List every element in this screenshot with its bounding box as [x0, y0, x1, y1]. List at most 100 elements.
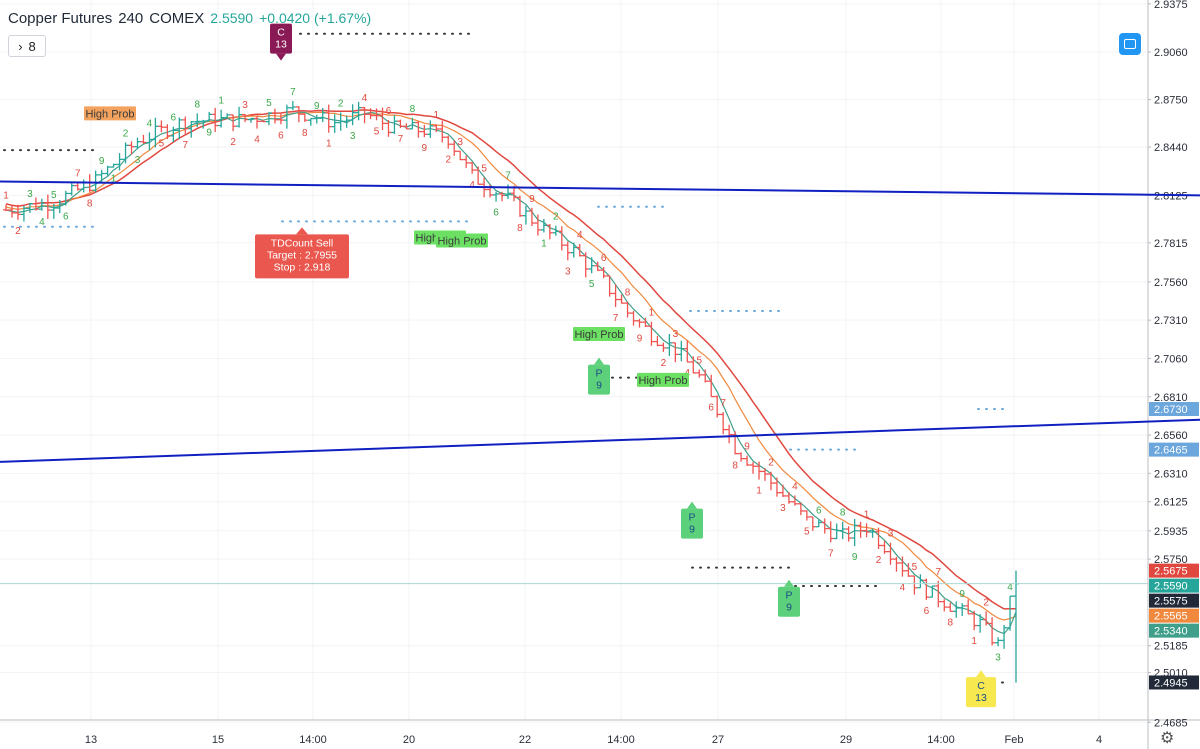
- td-count-digit: 3: [673, 329, 679, 340]
- trend-line-lower: [0, 418, 1200, 463]
- price-axis-tag-text: 2.5675: [1154, 566, 1188, 578]
- td-count-digit: 6: [171, 113, 177, 124]
- chart-title-row: Copper Futures 240 COMEX 2.5590 +0.0420 …: [8, 10, 371, 27]
- price-tick-label: 2.6310: [1154, 468, 1188, 480]
- td-sell-tooltip-text: TDCount Sell: [271, 237, 333, 249]
- td-sell-tooltip-arrow: [296, 227, 308, 235]
- high-prob-label-text: High Prob: [639, 375, 688, 387]
- td-count-digit: 5: [696, 355, 702, 366]
- td-count-digit: 5: [159, 138, 165, 149]
- time-tick-label: 14:00: [299, 734, 327, 746]
- td-count-digit: 1: [756, 486, 762, 497]
- high-prob-label: [573, 326, 625, 341]
- td-count-digit: 6: [493, 208, 499, 219]
- gear-icon[interactable]: ⚙: [1160, 730, 1175, 747]
- td-sell-tooltip-text: Target : 2.7955: [267, 249, 337, 261]
- td-count-digit: 3: [135, 155, 141, 166]
- td-count-digit: 2: [15, 226, 21, 237]
- price-axis-tag-text: 2.6730: [1154, 404, 1188, 416]
- td-perfect-marker-text: P: [595, 368, 602, 380]
- td-count-digit: 3: [27, 189, 33, 200]
- symbol-name: Copper Futures: [8, 10, 113, 27]
- td-count-digit: 4: [362, 93, 368, 104]
- td-perfect-marker: [588, 364, 610, 395]
- td-perfect-marker-arrow: [976, 670, 986, 678]
- td-count-digit: 7: [183, 140, 189, 151]
- td-count-digit: 7: [398, 134, 404, 145]
- td-count-digit: 5: [589, 279, 595, 290]
- td-perfect-marker-arrow: [594, 357, 604, 365]
- price-tick-label: 2.4685: [1154, 717, 1188, 729]
- indicators-toggle-button[interactable]: › 8: [8, 35, 46, 57]
- td-count-digit: 3: [888, 529, 894, 540]
- td-perfect-marker-text: 9: [786, 602, 792, 614]
- td-count-digit: 5: [266, 98, 272, 109]
- td-count-digit: 7: [613, 313, 619, 324]
- price-axis-tag: [1149, 623, 1199, 638]
- time-tick-label: 14:00: [927, 734, 955, 746]
- td-count-digit: 6: [63, 211, 69, 222]
- fullscreen-icon[interactable]: [1119, 33, 1141, 55]
- td-count-digit: 2: [876, 555, 882, 566]
- high-prob-label-text: High Prob: [86, 108, 135, 120]
- td-count-digit: 1: [326, 139, 332, 150]
- td-count-digit: 7: [936, 567, 942, 578]
- price-axis-tag-text: 2.5565: [1154, 611, 1188, 623]
- td-count-digit: 4: [900, 583, 906, 594]
- price-tick-label: 2.6560: [1154, 430, 1188, 442]
- td-count-digit: 2: [661, 358, 667, 369]
- td-perfect-marker: [778, 586, 800, 617]
- interval: 240: [118, 10, 144, 27]
- trend-line-upper: [0, 180, 1200, 197]
- price-tick-label: 2.7560: [1154, 277, 1188, 289]
- time-tick-label: 20: [403, 734, 415, 746]
- price-axis-tag-text: 2.5575: [1154, 596, 1188, 608]
- td-count-digit: 9: [206, 127, 212, 138]
- td-count-digit: 8: [194, 99, 200, 110]
- price-axis-tag-text: 2.6465: [1154, 445, 1188, 457]
- price-tick-label: 2.8440: [1154, 142, 1188, 154]
- ma-medium-line: [5, 111, 1017, 621]
- td-perfect-marker-text: C: [977, 680, 985, 692]
- td-count-digit: 6: [708, 403, 714, 414]
- price-axis-tag: [1149, 442, 1199, 457]
- high-prob-label-text: High Prob: [438, 236, 487, 248]
- td-count-digit: 3: [242, 100, 248, 111]
- price-axis-tag-text: 2.5590: [1154, 581, 1188, 593]
- td-count-digit: 8: [947, 618, 953, 629]
- td-count-digit: 4: [792, 481, 798, 492]
- td-count-digit: 8: [517, 223, 523, 234]
- td-perfect-marker: [966, 677, 996, 708]
- high-prob-label-text: High Prob: [575, 329, 624, 341]
- td-count-digit: 4: [39, 217, 45, 228]
- ma-slow-line: [5, 109, 1017, 610]
- td-perfect-marker-text: 9: [689, 524, 695, 536]
- price-tick-label: 2.5935: [1154, 526, 1188, 538]
- td-count-digit: 8: [87, 198, 93, 209]
- td-count-digit: 6: [386, 106, 392, 117]
- price-tick-label: 2.9375: [1154, 0, 1188, 11]
- price-change: +0.0420 (+1.67%): [259, 10, 372, 26]
- time-tick-label: 29: [840, 734, 852, 746]
- td-count-digit: 5: [481, 164, 487, 175]
- td-count-digit: 1: [218, 96, 224, 107]
- td-count-digit: 4: [577, 230, 583, 241]
- td-count-digit: 9: [529, 194, 535, 205]
- td-perfect-marker-arrow: [784, 579, 794, 587]
- price-axis-tag: [1149, 402, 1199, 417]
- exchange: COMEX: [149, 10, 205, 27]
- price-axis-tag-text: 2.4945: [1154, 677, 1188, 689]
- td-count-digit: 6: [278, 130, 284, 141]
- td-count-digit: 9: [637, 334, 643, 345]
- high-prob-label: [436, 233, 488, 248]
- price-axis-tag: [1149, 563, 1199, 578]
- high-prob-label: [84, 106, 136, 121]
- time-tick-label: 15: [212, 734, 224, 746]
- td-count-digit: 3: [780, 503, 786, 514]
- td-count-digit: 8: [410, 104, 416, 115]
- time-tick-label: 22: [519, 734, 531, 746]
- td-count-digit: 9: [422, 143, 428, 154]
- td-count-digit: 1: [541, 238, 547, 249]
